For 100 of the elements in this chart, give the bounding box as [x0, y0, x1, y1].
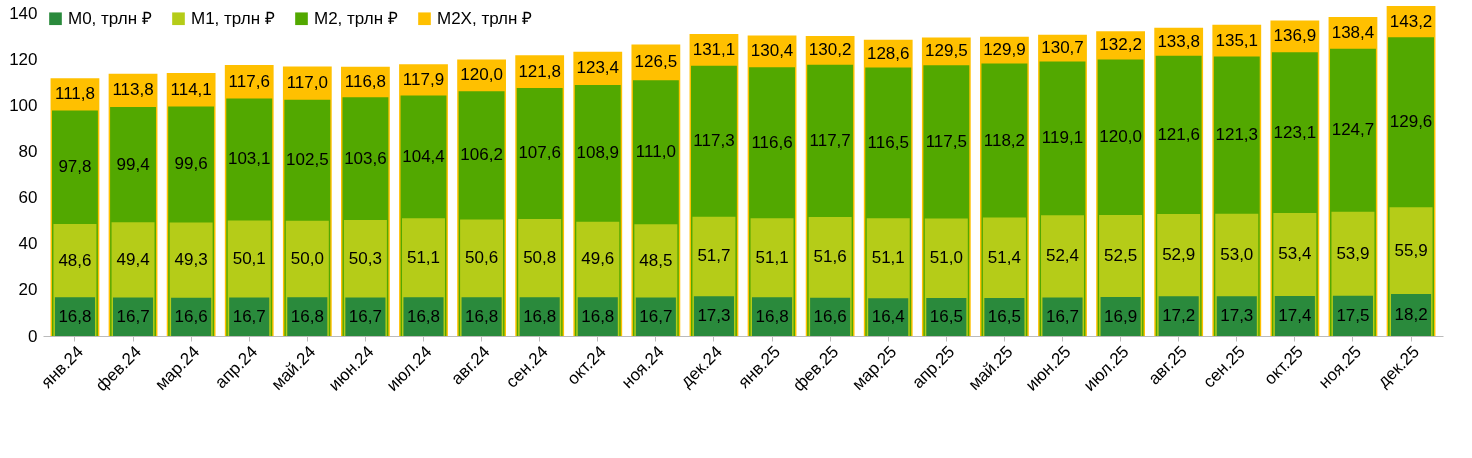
data-label: 126,5 [634, 52, 678, 72]
data-label: 17,5 [1336, 305, 1370, 325]
data-label: 17,2 [1162, 306, 1196, 326]
data-label: 49,4 [116, 249, 150, 269]
data-label: 16,5 [987, 306, 1021, 326]
data-label: 130,7 [1041, 38, 1084, 58]
data-label: 124,7 [1331, 120, 1375, 140]
data-label: 16,7 [348, 306, 382, 326]
data-label: 131,1 [692, 39, 736, 59]
data-label: 55,9 [1394, 240, 1428, 260]
data-label: 48,5 [639, 250, 673, 270]
data-label: 17,4 [1278, 305, 1312, 325]
y-tick-label: 0 [28, 326, 38, 346]
data-label: 106,2 [460, 145, 503, 165]
data-label: 123,4 [576, 58, 620, 78]
data-label: 16,6 [813, 306, 847, 326]
data-label: 53,4 [1278, 244, 1312, 264]
data-label: 16,7 [232, 306, 266, 326]
legend-label: М2, трлн ₽ [314, 8, 398, 28]
data-label: 16,9 [1104, 306, 1138, 326]
data-label: 17,3 [1220, 306, 1254, 326]
data-label: 120,0 [1099, 127, 1142, 147]
y-tick-label: 60 [18, 188, 38, 208]
data-label: 51,0 [929, 248, 963, 268]
data-label: 50,3 [348, 248, 382, 268]
data-label: 104,4 [402, 146, 445, 166]
data-label: 136,9 [1273, 26, 1317, 46]
data-label: 117,9 [402, 69, 445, 89]
y-tick-label: 80 [18, 142, 38, 162]
data-label: 99,6 [174, 154, 208, 174]
data-label: 48,6 [58, 250, 92, 270]
data-label: 130,2 [808, 40, 852, 60]
data-label: 51,1 [755, 247, 789, 267]
y-tick-label: 20 [18, 280, 38, 300]
data-label: 50,0 [290, 249, 324, 269]
bar [403, 297, 444, 336]
data-label: 53,9 [1336, 243, 1370, 263]
data-label: 16,7 [1045, 306, 1080, 326]
data-label: 135,1 [1215, 30, 1259, 50]
y-tick-label: 100 [9, 96, 38, 116]
y-tick-label: 140 [9, 3, 38, 23]
data-label: 120,0 [460, 65, 503, 85]
legend-label: М0, трлн ₽ [68, 8, 152, 28]
data-label: 132,2 [1099, 35, 1142, 55]
data-label: 50,6 [465, 248, 499, 268]
data-label: 121,3 [1215, 125, 1259, 145]
data-label: 17,3 [697, 306, 731, 326]
data-label: 117,0 [286, 73, 328, 93]
data-label: 111,0 [635, 142, 676, 162]
data-label: 16,5 [929, 306, 963, 326]
data-label: 117,7 [809, 130, 851, 150]
data-label: 52,4 [1045, 246, 1080, 266]
data-label: 107,6 [518, 143, 561, 163]
data-label: 16,8 [406, 306, 441, 326]
data-label: 102,5 [286, 150, 329, 170]
data-label: 99,4 [116, 154, 150, 174]
data-label: 130,4 [750, 41, 794, 61]
data-label: 117,3 [693, 131, 735, 151]
data-label: 113,8 [112, 80, 154, 100]
data-label: 114,1 [170, 79, 212, 99]
data-label: 16,8 [290, 306, 324, 326]
data-label: 118,2 [983, 130, 1026, 150]
legend-label: М2Х, трлн ₽ [437, 8, 533, 28]
data-label: 128,6 [866, 43, 910, 63]
data-label: 16,6 [174, 306, 208, 326]
data-label: 129,9 [983, 40, 1026, 60]
data-label: 123,1 [1273, 122, 1317, 142]
data-label: 16,8 [755, 306, 789, 326]
data-label: 138,4 [1331, 22, 1375, 42]
data-label: 51,6 [813, 247, 847, 267]
y-tick-label: 120 [9, 49, 38, 69]
legend-label: М1, трлн ₽ [191, 8, 275, 28]
data-label: 18,2 [1394, 305, 1428, 325]
data-label: 111,8 [54, 84, 95, 104]
data-label: 133,8 [1157, 31, 1200, 51]
data-label: 103,1 [227, 149, 271, 169]
data-label: 103,6 [344, 148, 387, 168]
data-label: 117,5 [925, 131, 967, 151]
data-label: 116,5 [867, 132, 909, 152]
data-label: 49,6 [581, 249, 615, 269]
data-label: 52,9 [1162, 245, 1196, 265]
data-label: 50,8 [523, 248, 557, 268]
y-tick-label: 40 [18, 234, 38, 254]
data-label: 143,2 [1389, 11, 1433, 31]
data-label: 116,8 [344, 72, 387, 92]
data-label: 49,3 [174, 250, 208, 270]
data-label: 51,7 [697, 246, 731, 266]
data-label: 16,8 [581, 306, 615, 326]
data-label: 129,6 [1389, 112, 1433, 132]
bar [1042, 297, 1083, 336]
data-label: 97,8 [58, 157, 92, 177]
data-label: 52,5 [1104, 246, 1138, 266]
data-label: 16,7 [116, 306, 150, 326]
data-label: 16,8 [465, 306, 499, 326]
data-label: 16,8 [58, 306, 92, 326]
data-label: 108,9 [576, 143, 620, 163]
data-label: 16,7 [639, 306, 673, 326]
data-label: 16,4 [871, 307, 905, 327]
bar [1158, 296, 1199, 336]
data-label: 117,6 [228, 71, 270, 91]
